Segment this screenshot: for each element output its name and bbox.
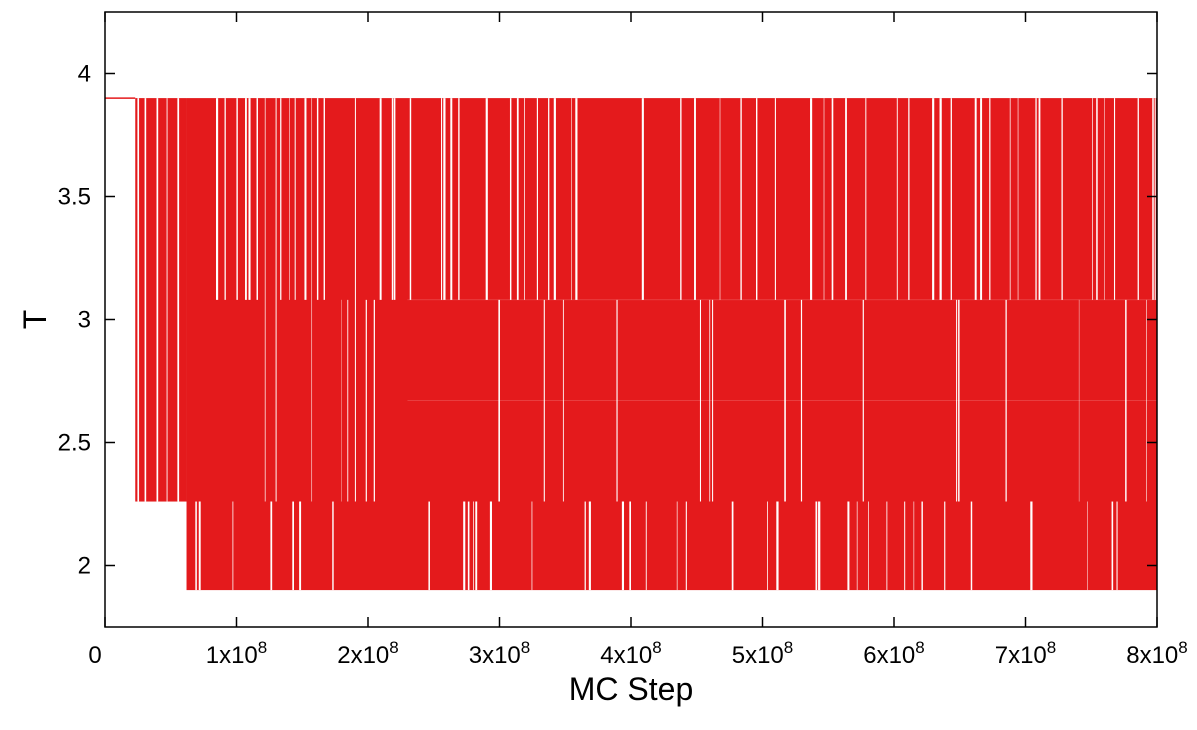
y-tick-label: 3.5 xyxy=(58,184,91,211)
x-tick-label: 5x108 xyxy=(732,638,794,669)
y-tick-label: 2 xyxy=(78,553,91,580)
x-tick-label: 1x108 xyxy=(206,638,268,669)
x-tick-label: 2x108 xyxy=(337,638,399,669)
x-tick-label: 4x108 xyxy=(600,638,662,669)
trace-gaps xyxy=(137,98,1157,591)
y-tick-label: 2.5 xyxy=(58,430,91,457)
tick-labels: 0 1x108 2x108 3x108 4x108 5x108 6x108 7x108 8x10… xyxy=(58,61,1188,670)
y-tick-label: 4 xyxy=(78,61,91,88)
x-tick-label: 0 xyxy=(88,642,101,669)
y-tick-label: 3 xyxy=(78,307,91,334)
x-axis-title: MC Step xyxy=(569,671,693,707)
x-tick-label: 3x108 xyxy=(469,638,531,669)
x-tick-label: 8x108 xyxy=(1126,638,1188,669)
x-tick-label: 6x108 xyxy=(863,638,925,669)
temperature-trace-region xyxy=(186,98,1157,591)
x-tick-label: 7x108 xyxy=(995,638,1057,669)
y-axis-title: T xyxy=(17,310,53,330)
plot-marks xyxy=(105,97,1157,591)
ticks xyxy=(104,12,1158,627)
